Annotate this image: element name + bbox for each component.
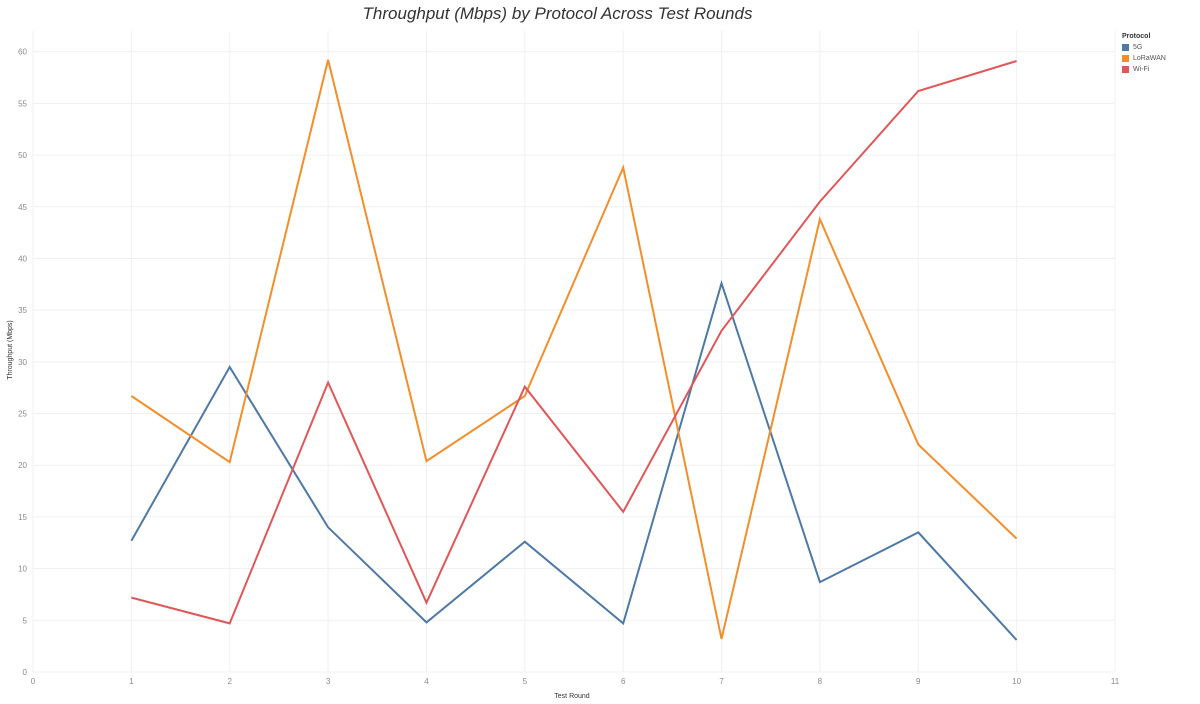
legend-swatch [1122, 55, 1129, 62]
x-tick-label: 3 [326, 677, 331, 686]
y-tick-label: 50 [18, 151, 27, 160]
series-line-lorawan [130, 59, 1018, 640]
series-line-5g [130, 279, 1018, 641]
y-axis-title: Throughput (Mbps) [7, 320, 14, 380]
legend-item[interactable]: Wi-Fi [1122, 64, 1166, 75]
y-tick-label: 20 [18, 461, 27, 470]
grid [32, 31, 1116, 673]
x-tick-label: 10 [1012, 677, 1021, 686]
y-tick-label: 15 [18, 513, 27, 522]
legend-title: Protocol [1122, 33, 1151, 40]
series-line-wi-fi [131, 60, 1017, 625]
y-tick-label: 10 [18, 565, 27, 574]
x-tick-label: 4 [424, 677, 429, 686]
legend: Protocol 5G LoRaWAN Wi-Fi [1122, 33, 1166, 75]
legend-swatch [1122, 44, 1129, 51]
series-lines [130, 59, 1018, 641]
y-tick-label: 55 [18, 99, 27, 108]
x-tick-label: 7 [719, 677, 724, 686]
x-tick-label: 9 [916, 677, 921, 686]
chart-title: Throughput (Mbps) by Protocol Across Tes… [362, 4, 753, 23]
y-tick-label: 35 [18, 306, 27, 315]
y-tick-label: 40 [18, 254, 27, 263]
x-tick-label: 6 [621, 677, 626, 686]
legend-label: LoRaWAN [1133, 55, 1166, 62]
y-tick-label: 25 [18, 410, 27, 419]
x-tick-label: 8 [818, 677, 823, 686]
x-tick-label: 0 [31, 677, 36, 686]
x-tick-label: 11 [1111, 677, 1120, 686]
y-axis: 0 5 10 15 20 25 30 35 40 45 50 55 60 [18, 48, 27, 677]
y-tick-label: 5 [23, 616, 28, 625]
y-tick-label: 0 [23, 668, 28, 677]
x-axis-title: Test Round [554, 693, 590, 700]
legend-items: 5G LoRaWAN Wi-Fi [1122, 42, 1166, 75]
legend-swatch [1122, 66, 1129, 73]
legend-label: 5G [1133, 44, 1143, 51]
legend-item[interactable]: 5G [1122, 42, 1166, 53]
x-tick-label: 2 [228, 677, 233, 686]
y-tick-label: 45 [18, 203, 27, 212]
legend-item[interactable]: LoRaWAN [1122, 53, 1166, 64]
y-tick-label: 60 [18, 48, 27, 57]
x-tick-label: 5 [523, 677, 528, 686]
x-tick-label: 1 [129, 677, 134, 686]
x-axis: 0 1 2 3 4 5 6 7 8 9 10 11 [31, 677, 1120, 686]
legend-label: Wi-Fi [1133, 66, 1150, 73]
y-tick-label: 30 [18, 358, 27, 367]
